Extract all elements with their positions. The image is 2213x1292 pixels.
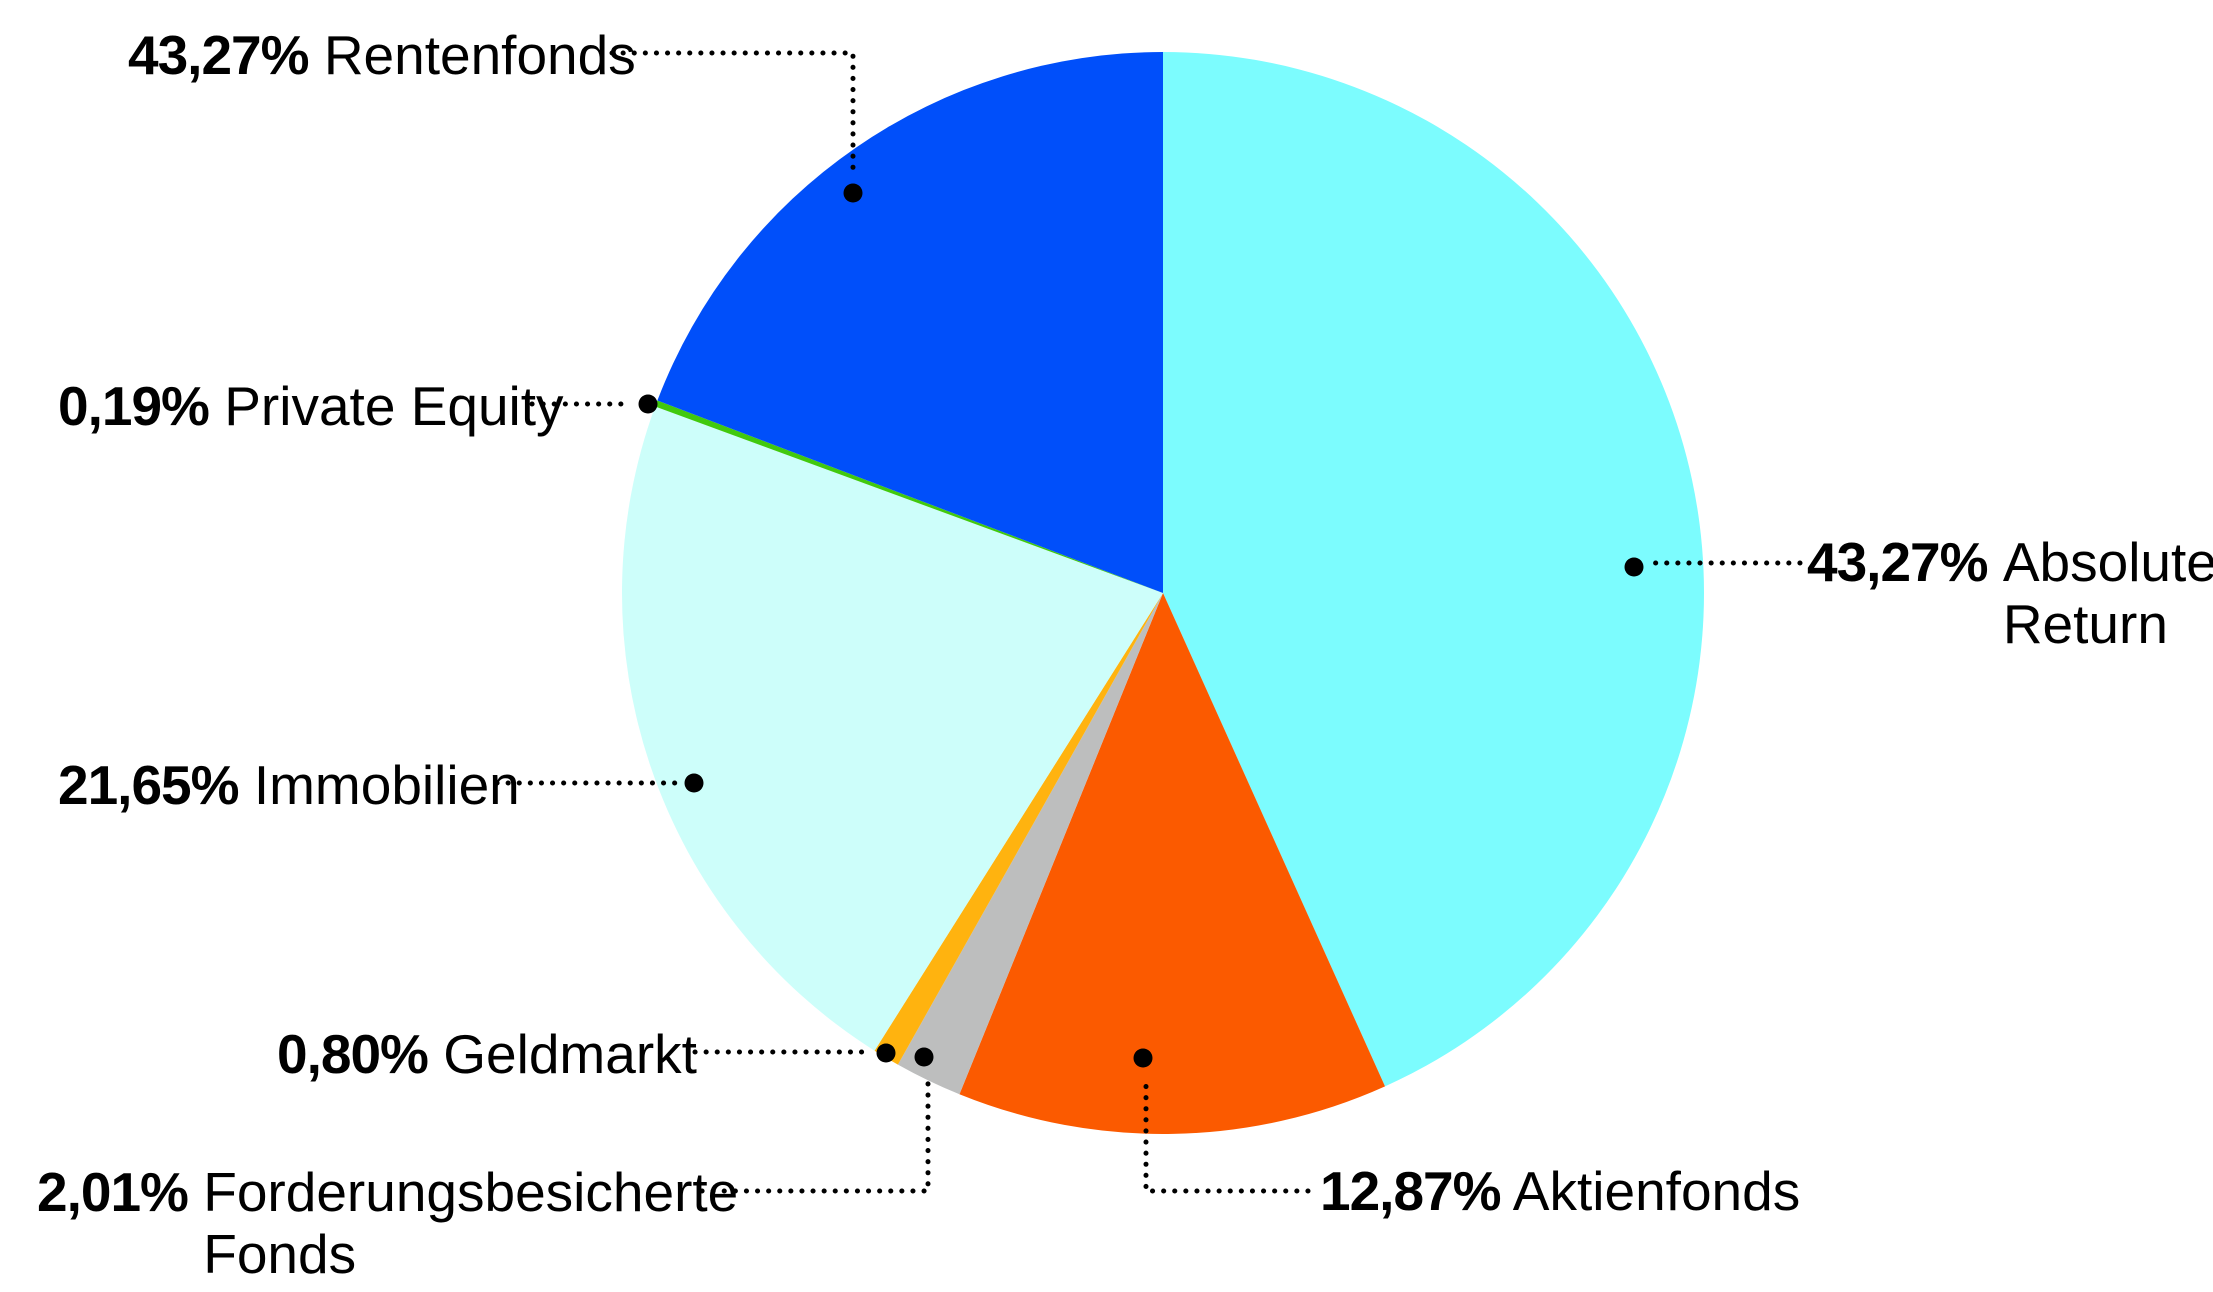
label-rentenfonds-name: Rentenfonds (323, 24, 636, 86)
anchor-dot-rentenfonds (843, 183, 863, 203)
anchor-dot-geldmarkt (876, 1043, 896, 1063)
label-geldmarkt-percent: 0,80% (277, 1023, 429, 1085)
label-absolute-return-percent: 43,27% (1807, 531, 1989, 593)
slice-forderungsbesicherte-fonds (897, 593, 1163, 1095)
label-geldmarkt: 0,80% Geldmarkt (277, 1023, 697, 1085)
label-absolute-return: 43,27% Absolute Return (1807, 531, 2213, 655)
leader-lines (494, 50, 1803, 1194)
slice-immobilien (621, 406, 1163, 1051)
label-immobilien-percent: 21,65% (58, 754, 240, 816)
label-rentenfonds-percent: 43,27% (128, 24, 310, 86)
anchor-dot-aktienfonds (1133, 1048, 1153, 1068)
label-private-equity-name: Private Equity (224, 375, 564, 437)
anchor-dot-immobilien (684, 773, 704, 793)
label-aktienfonds-percent: 12,87% (1320, 1160, 1502, 1222)
label-forderungsbesicherte-name: Forderungsbesicherte Fonds (203, 1161, 739, 1285)
slice-rentenfonds (657, 52, 1163, 593)
slice-private-equity (655, 400, 1163, 593)
label-forderungsbesicherte-percent: 2,01% (37, 1161, 189, 1223)
label-forderungsbesicherte-fonds: 2,01% Forderungsbesicherte Fonds (37, 1161, 738, 1285)
anchor-dot-absolute-return (1624, 557, 1644, 577)
slice-geldmarkt (874, 593, 1163, 1065)
label-geldmarkt-name: Geldmarkt (443, 1023, 697, 1085)
label-private-equity-percent: 0,19% (58, 375, 210, 437)
label-rentenfonds: 43,27% Rentenfonds (128, 24, 636, 86)
slice-aktienfonds (959, 593, 1386, 1134)
anchor-dot-forderungsbesicherte-fonds (914, 1047, 934, 1067)
leader-rentenfonds (609, 50, 856, 181)
label-immobilien-name: Immobilien (253, 754, 520, 816)
slice-absolute-return (1163, 51, 1705, 1087)
label-absolute-return-name: Absolute Return (2002, 531, 2213, 655)
label-immobilien: 21,65% Immobilien (58, 754, 520, 816)
leader-aktienfonds (1143, 1075, 1311, 1194)
label-private-equity: 0,19% Private Equity (58, 375, 564, 437)
anchor-dot-private-equity (638, 394, 658, 414)
label-aktienfonds: 12,87% Aktienfonds (1320, 1160, 1800, 1222)
leader-forderungsbesicherte-fonds (699, 1073, 931, 1194)
label-aktienfonds-name: Aktienfonds (1512, 1160, 1801, 1222)
pie-slices (621, 51, 1705, 1134)
